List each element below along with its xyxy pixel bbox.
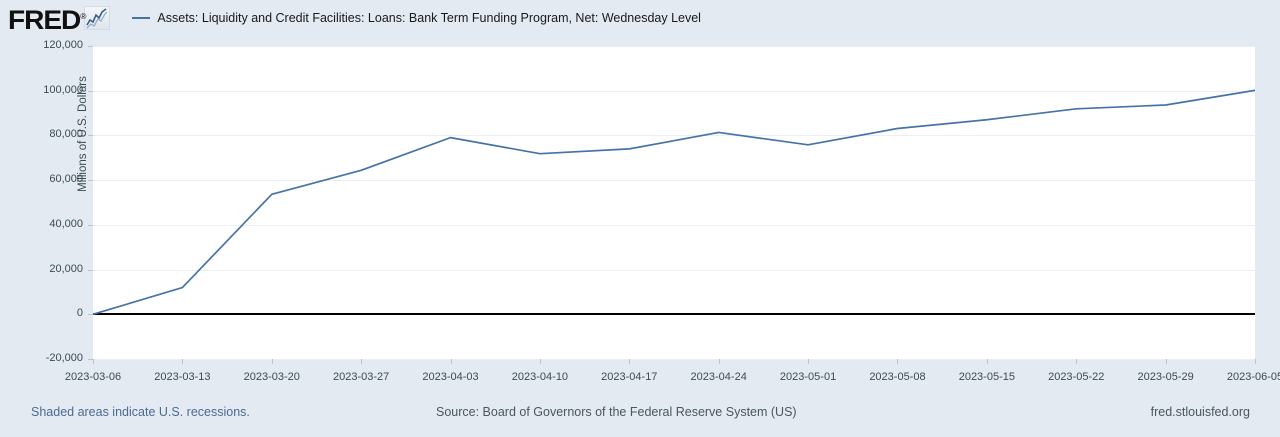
x-tick-label: 2023-03-06 <box>64 371 122 383</box>
y-tick-mark <box>88 46 93 47</box>
y-tick-label: 100,000 <box>43 83 83 96</box>
chart-legend[interactable]: Assets: Liquidity and Credit Facilities:… <box>132 11 701 25</box>
fred-wordmark-text: FRED <box>8 4 81 35</box>
fred-logo[interactable]: FRED® <box>8 3 111 35</box>
y-tick-label: 40,000 <box>49 217 83 230</box>
x-tick-mark <box>450 359 452 364</box>
zero-baseline <box>93 313 1255 316</box>
y-tick-label: 80,000 <box>49 128 83 141</box>
y-tick-label: 20,000 <box>49 262 83 275</box>
y-tick-mark <box>88 90 93 92</box>
x-tick-mark <box>93 359 94 364</box>
fred-wordmark: FRED® <box>8 3 86 35</box>
y-tick-mark <box>88 314 93 316</box>
gridline <box>93 180 1255 182</box>
x-tick-label: 2023-04-03 <box>422 371 479 383</box>
chart-header: FRED® Assets: Liquidity and Credit Facil… <box>0 0 1280 36</box>
y-tick-label: 60,000 <box>49 173 83 186</box>
recession-note-link[interactable]: Shaded areas indicate U.S. recessions. <box>31 405 250 419</box>
x-tick-label: 2023-05-01 <box>779 371 837 383</box>
x-tick-label: 2023-05-29 <box>1137 371 1194 383</box>
x-tick-mark <box>1165 359 1167 364</box>
gridlines <box>93 46 1255 360</box>
chart-footer: Shaded areas indicate U.S. recessions. S… <box>0 403 1280 427</box>
x-tick-label: 2023-04-10 <box>511 371 569 383</box>
y-tick-mark <box>88 224 93 226</box>
gridline <box>93 359 1255 360</box>
source-note: Source: Board of Governors of the Federa… <box>436 405 797 419</box>
x-tick-mark <box>182 359 184 364</box>
gridline <box>93 46 1255 47</box>
site-url-note: fred.stlouisfed.org <box>1150 405 1250 419</box>
gridline <box>93 269 1255 271</box>
x-tick-label: 2023-06-05 <box>1226 371 1280 383</box>
plot-area <box>93 46 1255 360</box>
series-polyline <box>93 89 1255 316</box>
gridline <box>93 224 1255 226</box>
x-tick-mark <box>897 359 899 364</box>
x-tick-label: 2023-03-27 <box>333 371 390 383</box>
registered-trademark-icon: ® <box>80 11 86 21</box>
x-tick-mark <box>271 359 273 364</box>
y-tick-label: -20,000 <box>45 352 83 364</box>
x-tick-mark <box>539 359 541 364</box>
gridline <box>93 90 1255 92</box>
x-tick-mark <box>1255 359 1256 364</box>
y-tick-mark <box>88 135 93 137</box>
x-tick-mark <box>718 359 720 364</box>
legend-line-swatch <box>132 17 151 19</box>
y-tick-mark <box>88 180 93 182</box>
x-tick-label: 2023-03-20 <box>243 371 300 383</box>
x-tick-mark <box>808 359 810 364</box>
x-tick-mark <box>361 359 363 364</box>
x-tick-mark <box>1076 359 1078 364</box>
x-tick-label: 2023-04-17 <box>601 371 658 383</box>
series-line-chart <box>93 89 1255 316</box>
x-tick-label: 2023-03-13 <box>154 371 211 383</box>
y-tick-mark <box>88 269 93 271</box>
gridline <box>93 135 1255 137</box>
x-tick-mark <box>629 359 631 364</box>
y-tick-label: 0 <box>76 307 83 320</box>
y-tick-label: 120,000 <box>43 39 83 51</box>
x-tick-label: 2023-05-08 <box>869 371 926 383</box>
x-tick-label: 2023-05-22 <box>1048 371 1105 383</box>
y-tick-mark <box>88 359 93 360</box>
legend-series-label: Assets: Liquidity and Credit Facilities:… <box>157 11 701 25</box>
x-tick-mark <box>986 359 988 364</box>
sparkline-icon <box>84 6 111 30</box>
x-tick-label: 2023-05-15 <box>958 371 1015 383</box>
x-tick-label: 2023-04-24 <box>690 371 747 383</box>
